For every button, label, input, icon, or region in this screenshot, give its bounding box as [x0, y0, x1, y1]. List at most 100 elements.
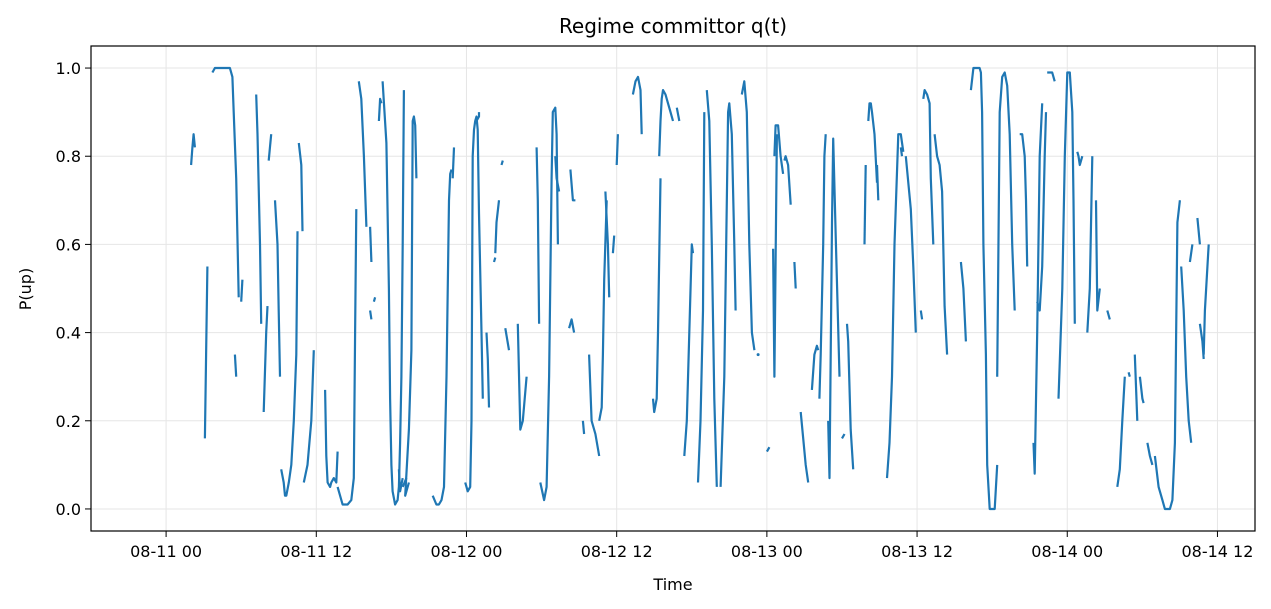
committor-segment [233, 354, 238, 377]
committor-segment [631, 75, 643, 135]
committor-segment [705, 90, 718, 487]
committor-segment [651, 178, 662, 414]
committor-segment [336, 209, 358, 506]
committor-segment [494, 200, 501, 254]
committor-segment [451, 147, 456, 179]
series-committor [190, 66, 1210, 511]
committor-segment [1032, 103, 1044, 475]
committor-segment [922, 88, 935, 245]
committor-segment [397, 469, 404, 493]
committor-segment [1133, 354, 1139, 421]
committor-segment [996, 71, 1016, 377]
committor-segment [262, 306, 269, 413]
y-tick-label: 0.0 [56, 500, 81, 519]
committor-segment [1153, 200, 1181, 511]
committor-segment [1180, 266, 1193, 443]
committor-segment [240, 279, 244, 302]
committor-point [756, 353, 760, 357]
committor-segment [615, 134, 619, 166]
committor-segment [516, 323, 528, 431]
committor-segment [810, 344, 820, 390]
committor-segment [492, 257, 497, 263]
y-tick-label: 0.8 [56, 147, 81, 166]
committor-segment [464, 115, 484, 493]
committor-segment [904, 156, 917, 333]
committor-segment [773, 124, 785, 175]
committor-segment [675, 107, 681, 122]
committor-segment [611, 235, 616, 254]
committor-segment [581, 420, 586, 435]
committor-segment [377, 97, 383, 122]
committor-segment [959, 261, 967, 342]
committor-segment [793, 261, 797, 289]
committor-segment [867, 102, 879, 183]
committor-segment [273, 200, 282, 377]
committor-segment [369, 226, 373, 263]
committor-segment [696, 112, 706, 483]
committor-segment [1127, 372, 1131, 377]
committor-segment [357, 81, 368, 227]
committor-segment [302, 350, 315, 483]
plot-frame [90, 45, 1256, 532]
x-axis-label: Time [652, 575, 692, 594]
committor-segment [604, 191, 611, 298]
committor-segment [324, 389, 339, 488]
committor-segment [772, 134, 778, 378]
x-tick-label: 08-13 00 [731, 542, 803, 561]
x-tick-label: 08-14 12 [1181, 542, 1253, 561]
committor-segment [845, 323, 855, 470]
committor-segment [431, 169, 453, 506]
committor-segment [369, 310, 373, 320]
committor-segment [1036, 112, 1048, 312]
committor-segment [740, 80, 756, 351]
committor-segment [267, 134, 273, 161]
committor-segment [297, 142, 304, 232]
x-tick-label: 08-13 12 [881, 542, 953, 561]
committor-segment [818, 134, 827, 399]
committor-segment [535, 147, 541, 324]
committor-segment [203, 266, 209, 439]
committor-segment [500, 160, 504, 166]
committor-segment [1138, 376, 1145, 404]
committor-segment [1094, 200, 1101, 312]
committor-segment [783, 155, 792, 205]
committor-segment [683, 243, 695, 457]
committor-segment [1188, 244, 1194, 263]
committor-segment [827, 137, 841, 480]
x-tick-label: 08-11 12 [280, 542, 352, 561]
committor-segment [554, 156, 561, 192]
committor-segment [211, 66, 240, 298]
committor-segment [1146, 442, 1154, 466]
committor-segment [919, 310, 924, 320]
committor-segment [1019, 133, 1029, 267]
committor-segment [598, 200, 608, 422]
committor-segment [475, 112, 481, 122]
committor-segment [588, 354, 601, 457]
committor-segment [1106, 310, 1111, 320]
committor-segment [841, 433, 846, 439]
committor-segment [799, 411, 810, 483]
y-axis-label: P(up) [16, 268, 35, 310]
committor-segment [568, 318, 576, 333]
committor-segment [381, 81, 405, 506]
y-tick-label: 0.4 [56, 324, 81, 343]
committor-segment [933, 134, 949, 355]
chart-title: Regime committor q(t) [559, 14, 787, 38]
x-axis-ticks: 08-11 00 08-11 12 08-12 00 08-12 12 08-13 00… [130, 531, 1253, 561]
x-tick-label: 08-12 12 [581, 542, 653, 561]
y-tick-label: 0.6 [56, 235, 81, 254]
committor-segment [1057, 71, 1076, 399]
x-tick-label: 08-12 00 [431, 542, 503, 561]
committor-segment [190, 133, 196, 166]
x-tick-label: 08-14 00 [1031, 542, 1103, 561]
committor-segment [885, 133, 905, 479]
committor-segment [1076, 151, 1084, 167]
committor-segment [863, 164, 867, 245]
committor-segment [255, 94, 263, 324]
committor-segment [404, 115, 418, 497]
committor-segment [875, 164, 880, 201]
committor-segment [569, 169, 576, 202]
y-axis-ticks: 0.0 0.2 0.4 0.6 0.8 1.0 [56, 59, 91, 519]
committor-segment [1202, 244, 1210, 355]
committor-segment [899, 147, 904, 157]
